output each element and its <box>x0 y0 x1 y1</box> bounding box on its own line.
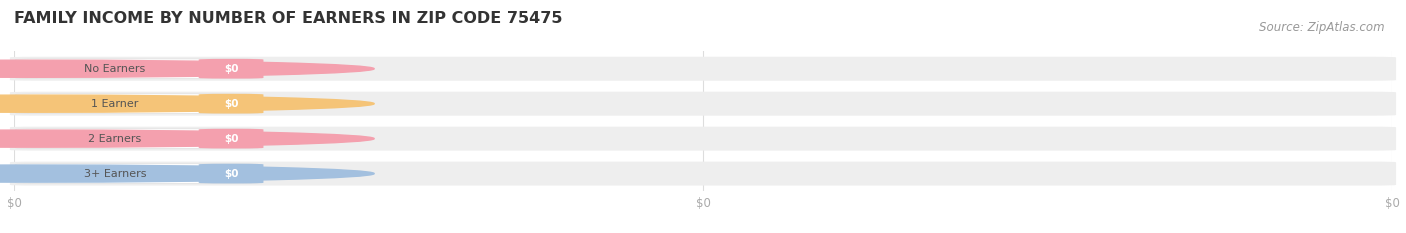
Text: FAMILY INCOME BY NUMBER OF EARNERS IN ZIP CODE 75475: FAMILY INCOME BY NUMBER OF EARNERS IN ZI… <box>14 11 562 26</box>
Circle shape <box>0 165 374 182</box>
Text: 2 Earners: 2 Earners <box>89 134 142 144</box>
Text: Source: ZipAtlas.com: Source: ZipAtlas.com <box>1260 21 1385 34</box>
FancyBboxPatch shape <box>15 94 259 113</box>
Text: $0: $0 <box>225 169 239 178</box>
Text: $0: $0 <box>225 134 239 144</box>
Circle shape <box>0 130 374 147</box>
Circle shape <box>0 95 374 112</box>
FancyBboxPatch shape <box>15 164 259 183</box>
FancyBboxPatch shape <box>198 129 263 148</box>
FancyBboxPatch shape <box>10 162 1396 185</box>
FancyBboxPatch shape <box>10 127 1396 151</box>
Text: $0: $0 <box>225 99 239 109</box>
FancyBboxPatch shape <box>10 92 1396 116</box>
FancyBboxPatch shape <box>15 129 259 148</box>
FancyBboxPatch shape <box>15 59 259 79</box>
FancyBboxPatch shape <box>198 94 263 113</box>
Text: 3+ Earners: 3+ Earners <box>83 169 146 178</box>
Text: $0: $0 <box>225 64 239 74</box>
Text: 1 Earner: 1 Earner <box>91 99 139 109</box>
Text: No Earners: No Earners <box>84 64 145 74</box>
FancyBboxPatch shape <box>198 164 263 183</box>
FancyBboxPatch shape <box>10 57 1396 81</box>
FancyBboxPatch shape <box>198 59 263 79</box>
Circle shape <box>0 60 374 77</box>
